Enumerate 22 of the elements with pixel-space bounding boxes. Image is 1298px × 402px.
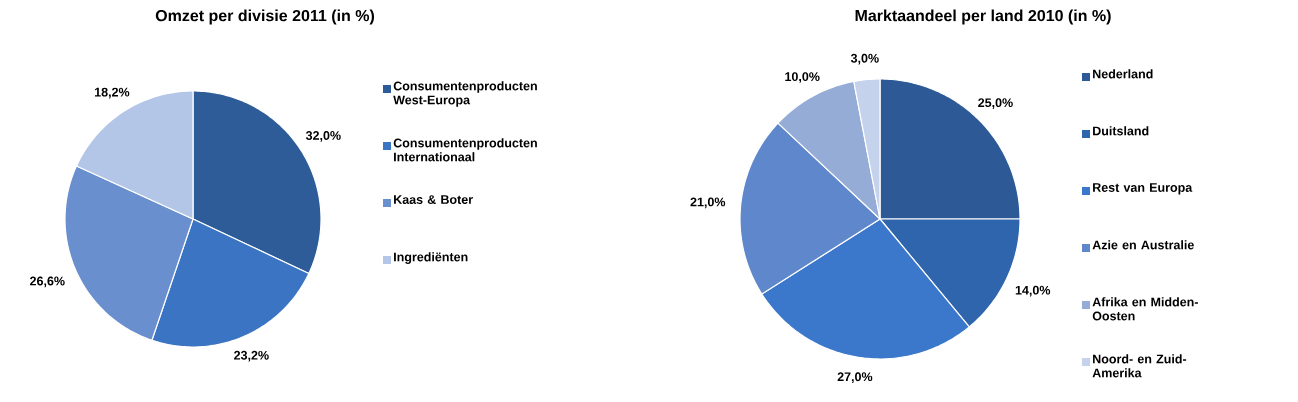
data-label: 10,0%	[785, 72, 820, 83]
legend-label: Noord- en Zuid-Amerika	[1092, 354, 1187, 378]
legend-label: Azie en Australie	[1092, 240, 1194, 250]
legend-label: Consumentenproducten Internationaal	[393, 138, 537, 162]
chart-title: Marktaandeel per land 2010 (in %)	[855, 9, 1111, 25]
data-label: 21,0%	[690, 197, 726, 209]
data-label: 25,0%	[978, 98, 1013, 109]
legend-label: Afrika en Midden-Oosten	[1092, 297, 1198, 321]
data-label: 14,0%	[1015, 285, 1051, 297]
legend-label: Duitsland	[1093, 126, 1149, 136]
data-label: 18,2%	[94, 87, 130, 99]
chart-title: Omzet per divisie 2011 (in %)	[155, 9, 375, 25]
legend-label: Ingrediënten	[394, 252, 468, 264]
data-label: 32,0%	[305, 131, 341, 142]
data-label: 3,0%	[850, 53, 879, 65]
legend-label: Kaas & Boter	[394, 195, 473, 204]
data-label: 27,0%	[837, 372, 873, 383]
data-label: 23,2%	[234, 350, 269, 362]
legend-label: Nederland	[1093, 69, 1153, 79]
legend-label: Consumentenproducten West-Europa	[393, 81, 537, 107]
legend-label: Rest van Europa	[1093, 183, 1193, 195]
data-label: 26,6%	[30, 276, 65, 288]
